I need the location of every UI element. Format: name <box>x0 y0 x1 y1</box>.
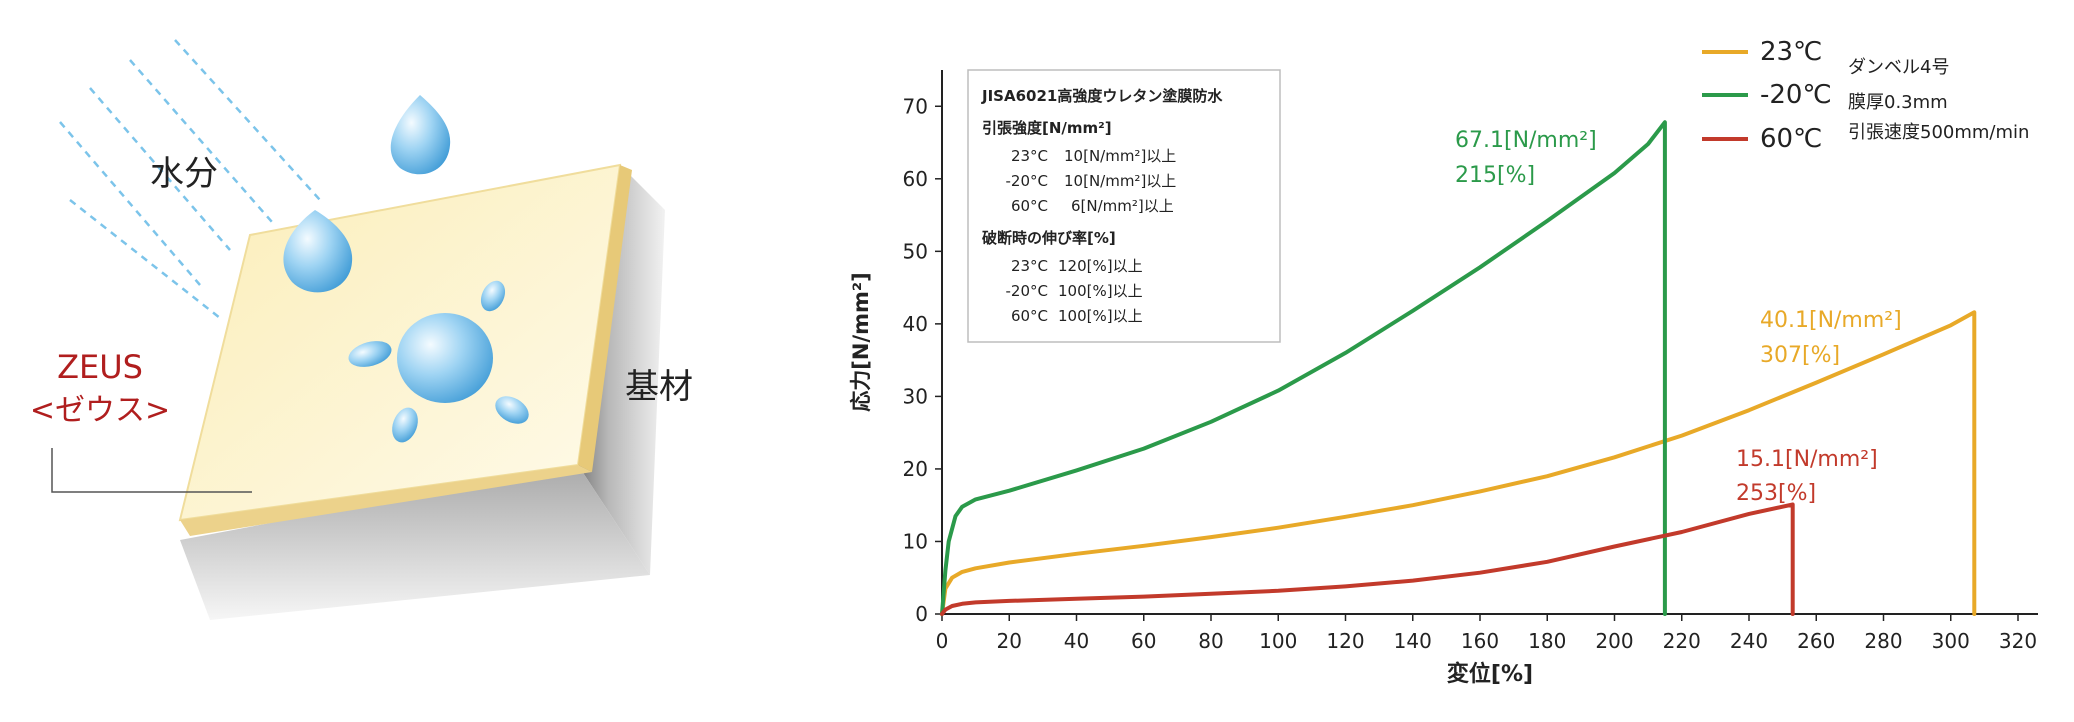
y-tick-label: 20 <box>903 457 928 481</box>
annotation-stress: 15.1[N/mm²] <box>1736 447 1878 472</box>
x-tick-label: 20 <box>997 629 1022 653</box>
substrate-side <box>578 165 665 575</box>
elongation-heading: 破断時の伸び率[%] <box>982 229 1116 247</box>
elongation-value: 120[%]以上 <box>1058 257 1143 275</box>
x-tick-label: 260 <box>1797 629 1835 653</box>
stress-strain-chart: 応力[N/mm²] 0 10 20 30 40 50 60 70 変位[%] 0 20 40 60 8… <box>849 37 2038 687</box>
x-tick-label: 240 <box>1730 629 1768 653</box>
y-tick-label: 30 <box>903 384 928 408</box>
tensile-value: 10[N/mm²]以上 <box>1064 172 1176 190</box>
x-tick-label: 160 <box>1461 629 1499 653</box>
product-kana: <ゼウス> <box>30 393 170 428</box>
y-tick-label: 70 <box>903 94 928 118</box>
x-tick-label: 320 <box>1999 629 2037 653</box>
legend: 23℃ -20℃ 60℃ <box>1702 37 1832 154</box>
y-axis: 応力[N/mm²] 0 10 20 30 40 50 60 70 <box>849 70 943 626</box>
moisture-lines <box>59 39 321 319</box>
water-drop-icon <box>390 95 451 175</box>
substrate-label: 基材 <box>625 367 693 407</box>
condition-speed: 引張速度500mm/min <box>1848 122 2029 143</box>
substrate-front <box>180 465 650 620</box>
x-axis-title: 変位[%] <box>1447 661 1533 687</box>
water-drop-icon <box>283 210 353 293</box>
spec-box: JISA6021高強度ウレタン塗膜防水 引張強度[N/mm²] 23°C 10[… <box>967 69 1281 343</box>
membrane-illustration: 水分 基材 ZEUS <ゼウス> <box>30 39 693 620</box>
x-tick-label: 180 <box>1528 629 1566 653</box>
x-axis: 変位[%] 0 20 40 60 80 100 120 140 160 180 200 220 240 2… <box>936 613 2038 687</box>
elongation-temp: 60°C <box>1011 307 1048 325</box>
x-tick-label: 300 <box>1932 629 1970 653</box>
x-tick-label: 140 <box>1394 629 1432 653</box>
y-axis-title: 応力[N/mm²] <box>849 272 873 411</box>
water-drop-icon <box>392 407 418 443</box>
series-layer <box>940 120 1977 616</box>
moisture-label: 水分 <box>150 154 218 194</box>
coating-edge-front <box>180 465 592 536</box>
annotation-stress: 40.1[N/mm²] <box>1760 308 1902 333</box>
y-tick-label: 60 <box>903 167 928 191</box>
water-drop-icon <box>480 280 506 312</box>
elongation-temp: 23°C <box>1011 257 1048 275</box>
annotations-layer: 40.1[N/mm²] 307[%] 67.1[N/mm²] 215[%] 15.1[N… <box>1455 128 1902 506</box>
annotation-elongation: 253[%] <box>1736 481 1816 506</box>
annotation-elongation: 215[%] <box>1455 163 1535 188</box>
elongation-value: 100[%]以上 <box>1058 307 1143 325</box>
x-tick-label: 80 <box>1198 629 1223 653</box>
x-tick-label: 100 <box>1259 629 1297 653</box>
y-tick-label: 50 <box>903 239 928 263</box>
x-tick-label: 60 <box>1131 629 1156 653</box>
tensile-temp: 60°C <box>1011 197 1048 215</box>
leader-line <box>51 448 252 493</box>
tensile-value: 6[N/mm²]以上 <box>1071 197 1174 215</box>
legend-label: 60℃ <box>1760 124 1822 154</box>
x-tick-label: 200 <box>1595 629 1633 653</box>
elongation-temp: -20°C <box>1006 282 1048 300</box>
series-line <box>940 502 1795 616</box>
series-line <box>940 310 1977 616</box>
tensile-value: 10[N/mm²]以上 <box>1064 147 1176 165</box>
water-drop-icon <box>397 313 493 403</box>
tensile-temp: 23°C <box>1011 147 1048 165</box>
x-tick-label: 40 <box>1064 629 1089 653</box>
water-drop-icon <box>495 396 529 424</box>
spec-title: JISA6021高強度ウレタン塗膜防水 <box>981 87 1223 105</box>
series-line <box>940 120 1667 616</box>
legend-label: 23℃ <box>1760 37 1822 67</box>
elongation-value: 100[%]以上 <box>1058 282 1143 300</box>
water-drop-icon <box>348 341 392 367</box>
x-tick-label: 220 <box>1663 629 1701 653</box>
product-name: ZEUS <box>57 348 143 386</box>
coating-edge-right <box>578 165 632 472</box>
x-tick-label: 120 <box>1326 629 1364 653</box>
test-conditions: ダンベル4号 膜厚0.3mm 引張速度500mm/min <box>1848 57 2029 143</box>
x-tick-label: 280 <box>1864 629 1902 653</box>
tensile-temp: -20°C <box>1006 172 1048 190</box>
condition-dumbbell: ダンベル4号 <box>1848 57 1949 78</box>
y-tick-label: 0 <box>915 602 928 626</box>
annotation-stress: 67.1[N/mm²] <box>1455 128 1597 153</box>
y-tick-label: 40 <box>903 312 928 336</box>
legend-label: -20℃ <box>1760 80 1832 110</box>
tensile-heading: 引張強度[N/mm²] <box>982 119 1112 137</box>
water-drops <box>283 95 529 443</box>
spec-box-frame <box>967 69 1281 343</box>
annotation-elongation: 307[%] <box>1760 343 1840 368</box>
x-tick-label: 0 <box>936 629 949 653</box>
y-tick-label: 10 <box>903 529 928 553</box>
condition-thickness: 膜厚0.3mm <box>1848 92 1948 113</box>
